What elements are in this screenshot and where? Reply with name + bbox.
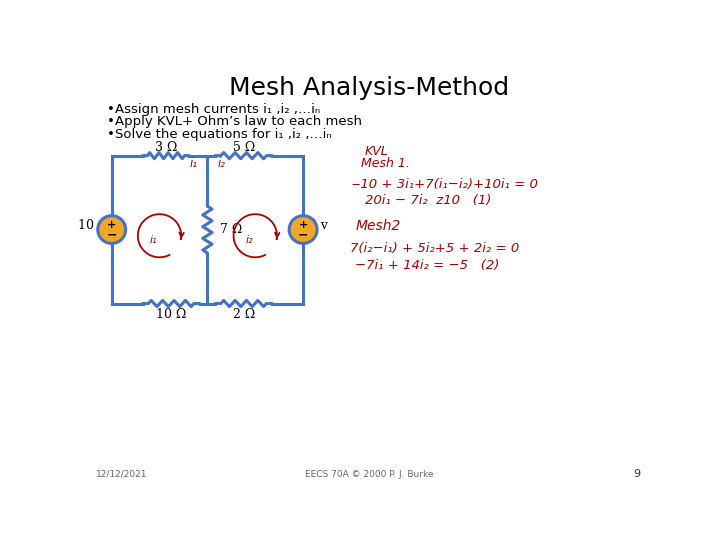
Text: •: • bbox=[107, 127, 115, 140]
Text: Mesh Analysis-Method: Mesh Analysis-Method bbox=[229, 76, 509, 100]
Text: 10 Ω: 10 Ω bbox=[156, 308, 186, 321]
Text: 7 Ω: 7 Ω bbox=[220, 223, 242, 236]
Text: •: • bbox=[107, 115, 115, 129]
Text: +: + bbox=[107, 220, 117, 230]
Text: +: + bbox=[299, 220, 307, 230]
Text: i₂: i₂ bbox=[217, 157, 225, 170]
Text: i₂: i₂ bbox=[246, 234, 253, 245]
Text: Apply KVL+ Ohm’s law to each mesh: Apply KVL+ Ohm’s law to each mesh bbox=[114, 115, 362, 129]
Text: Mesh2: Mesh2 bbox=[356, 219, 401, 233]
Text: 20i₁ − 7i₂  z10   (1): 20i₁ − 7i₂ z10 (1) bbox=[365, 194, 492, 207]
Text: Solve the equations for i₁ ,i₂ ,…iₙ: Solve the equations for i₁ ,i₂ ,…iₙ bbox=[114, 127, 331, 140]
Text: ‒10 + 3i₁+7(i₁−i₂)+10i₁ = 0: ‒10 + 3i₁+7(i₁−i₂)+10i₁ = 0 bbox=[352, 178, 538, 191]
Text: KVL: KVL bbox=[365, 145, 389, 158]
Text: 12/12/2021: 12/12/2021 bbox=[96, 470, 148, 479]
Text: −7i₁ + 14i₂ = −5   (2): −7i₁ + 14i₂ = −5 (2) bbox=[355, 259, 500, 272]
Text: −: − bbox=[107, 228, 117, 241]
Text: 3 Ω: 3 Ω bbox=[155, 141, 177, 154]
Text: i₁: i₁ bbox=[189, 157, 197, 170]
Text: Mesh 1.: Mesh 1. bbox=[361, 157, 410, 170]
Circle shape bbox=[289, 215, 317, 244]
Text: i₁: i₁ bbox=[150, 234, 157, 245]
Text: 7(i₂−i₁) + 5i₂+5 + 2i₂ = 0: 7(i₂−i₁) + 5i₂+5 + 2i₂ = 0 bbox=[350, 241, 519, 254]
Text: 5 Ω: 5 Ω bbox=[233, 141, 255, 154]
Text: Assign mesh currents i₁ ,i₂ ,…iₙ: Assign mesh currents i₁ ,i₂ ,…iₙ bbox=[114, 103, 320, 116]
Text: 2 Ω: 2 Ω bbox=[233, 308, 255, 321]
Text: 9: 9 bbox=[633, 469, 640, 480]
Text: 5 v: 5 v bbox=[310, 219, 328, 232]
Circle shape bbox=[98, 215, 126, 244]
Text: 10 v: 10 v bbox=[78, 219, 106, 232]
Text: •: • bbox=[107, 103, 115, 116]
Text: −: − bbox=[298, 228, 308, 241]
Text: EECS 70A © 2000 P. J. Burke: EECS 70A © 2000 P. J. Burke bbox=[305, 470, 433, 479]
